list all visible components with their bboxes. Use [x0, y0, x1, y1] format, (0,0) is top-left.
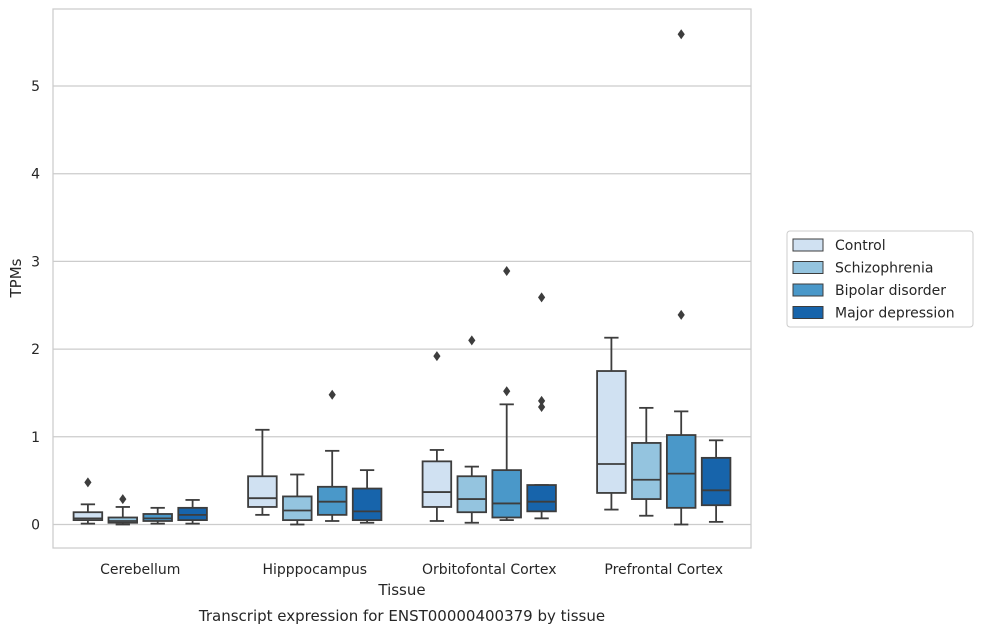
iqr-box	[282, 495, 313, 522]
legend: Control Schizophrenia Bipolar disorder Majo…	[786, 230, 974, 328]
iqr-box	[247, 475, 278, 508]
outlier-point	[538, 292, 546, 303]
x-axis-label: Tissue	[377, 581, 425, 599]
legend-swatch	[792, 261, 824, 274]
outlier-point	[677, 29, 685, 40]
x-tick-label: Prefrontal Cortex	[604, 562, 723, 578]
outlier-point	[84, 477, 92, 488]
iqr-box	[700, 456, 732, 507]
iqr-box	[351, 487, 383, 522]
iqr-box	[491, 469, 522, 519]
box-control	[596, 336, 627, 511]
legend-swatch	[792, 306, 824, 319]
outlier-point	[468, 335, 476, 346]
box-control	[421, 351, 453, 522]
iqr-box	[72, 511, 104, 522]
y-axis-label: TPMs	[7, 258, 25, 298]
legend-frame	[786, 230, 974, 328]
outlier-point	[538, 395, 546, 406]
legend-label: Control	[835, 238, 886, 254]
box-bipolar-disorder	[142, 506, 173, 525]
box-major-depression	[351, 469, 383, 524]
box-control	[72, 477, 104, 525]
outlier-point	[503, 266, 511, 277]
y-axis-ticks: 0 1 2 3 4 5	[31, 79, 40, 534]
box-schizophrenia	[107, 494, 139, 526]
x-axis-ticks: Cerebellum Hipppocampus Orbitofontal Corte…	[100, 562, 723, 578]
box-bipolar-disorder	[491, 266, 522, 522]
box-schizophrenia	[282, 473, 313, 526]
y-tick-label: 5	[31, 79, 40, 95]
outlier-point	[677, 309, 685, 320]
outlier-point	[119, 494, 127, 505]
outlier-point	[433, 351, 441, 362]
x-tick-label: Orbitofontal Cortex	[422, 562, 557, 578]
box-schizophrenia	[631, 406, 662, 517]
y-tick-label: 0	[31, 518, 40, 534]
y-tick-label: 4	[31, 167, 40, 183]
x-tick-label: Cerebellum	[100, 562, 180, 578]
legend-label: Bipolar disorder	[835, 283, 946, 299]
y-tick-label: 2	[31, 342, 40, 358]
legend-swatch	[792, 283, 824, 297]
iqr-box	[596, 370, 627, 494]
box-major-depression	[177, 499, 208, 525]
iqr-box	[421, 460, 453, 508]
box-bipolar-disorder	[665, 29, 697, 526]
iqr-box	[456, 475, 488, 514]
iqr-box	[631, 442, 662, 500]
y-tick-label: 3	[31, 254, 40, 270]
iqr-box	[665, 434, 697, 509]
outlier-point	[538, 401, 546, 412]
box-plot-area	[72, 29, 732, 526]
x-tick-label: Hipppocampus	[262, 562, 367, 578]
chart-caption: Transcript expression for ENST0000040037…	[198, 607, 605, 625]
y-tick-label: 1	[31, 430, 40, 446]
grid-lines	[53, 85, 751, 526]
outlier-point	[328, 389, 336, 400]
plot-frame	[52, 8, 752, 549]
outlier-point	[503, 386, 511, 397]
legend-label: Major depression	[835, 306, 955, 322]
box-major-depression	[526, 292, 557, 520]
box-bipolar-disorder	[316, 389, 348, 522]
box-control	[247, 428, 278, 516]
legend-label: Schizophrenia	[835, 261, 933, 277]
iqr-box	[526, 484, 557, 513]
box-major-depression	[700, 439, 732, 523]
box-schizophrenia	[456, 335, 488, 524]
legend-swatch	[792, 238, 824, 252]
